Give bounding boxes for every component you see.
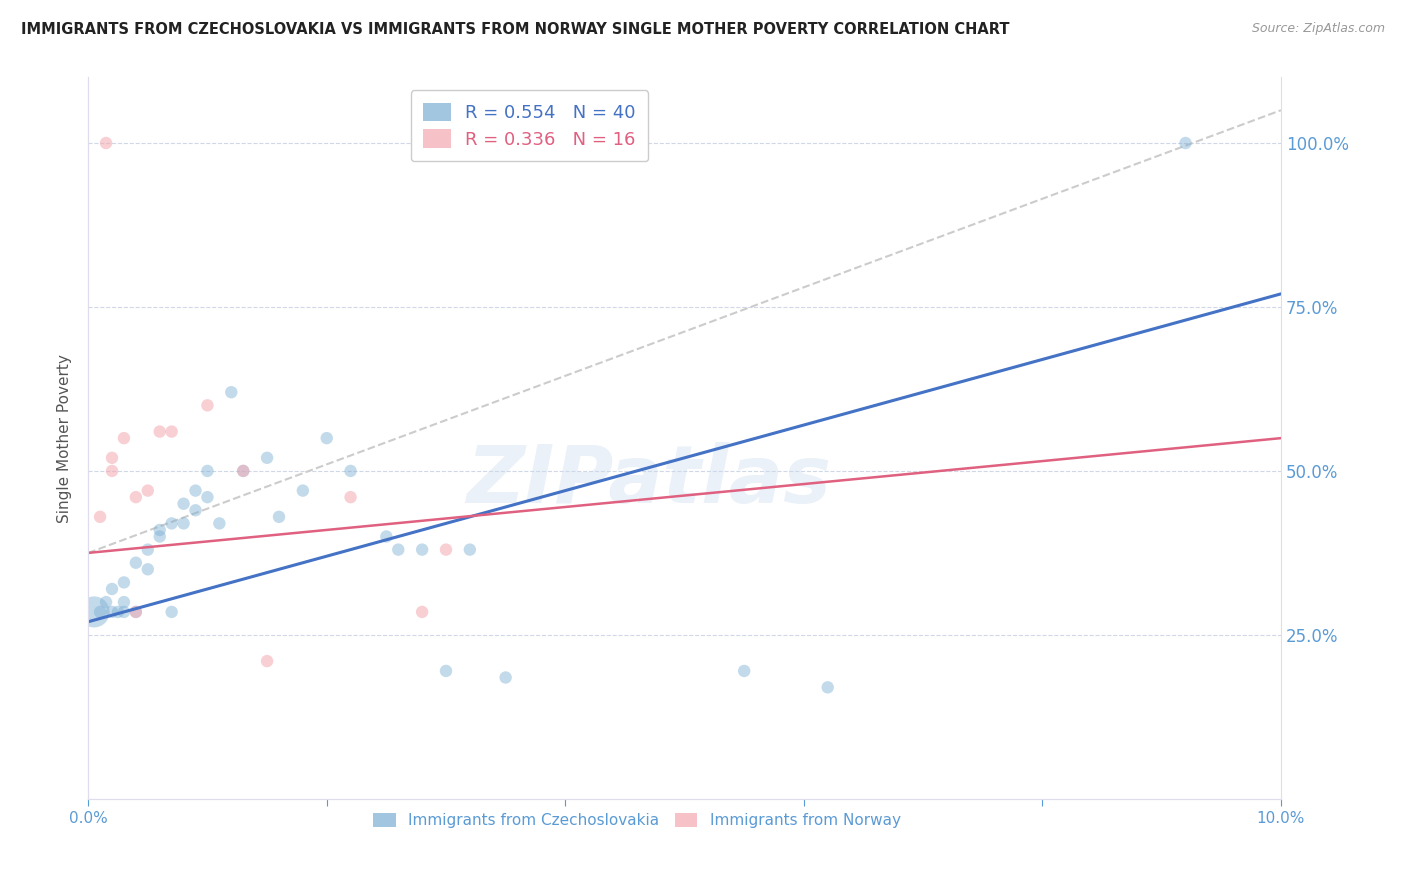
Text: ZIPatlas: ZIPatlas — [467, 442, 831, 520]
Point — [495, 671, 517, 685]
Point — [339, 490, 361, 504]
Point — [160, 516, 183, 531]
Point — [339, 464, 361, 478]
Point — [107, 605, 129, 619]
Point — [149, 425, 172, 439]
Point — [387, 542, 409, 557]
Point — [434, 664, 457, 678]
Point — [375, 529, 398, 543]
Point — [149, 523, 172, 537]
Point — [315, 431, 337, 445]
Point — [291, 483, 314, 498]
Text: IMMIGRANTS FROM CZECHOSLOVAKIA VS IMMIGRANTS FROM NORWAY SINGLE MOTHER POVERTY C: IMMIGRANTS FROM CZECHOSLOVAKIA VS IMMIGR… — [21, 22, 1010, 37]
Point — [184, 483, 207, 498]
Point — [101, 582, 124, 596]
Point — [232, 464, 254, 478]
Text: Source: ZipAtlas.com: Source: ZipAtlas.com — [1251, 22, 1385, 36]
Point — [208, 516, 231, 531]
Point — [125, 605, 148, 619]
Point — [458, 542, 481, 557]
Point — [112, 575, 135, 590]
Point — [197, 398, 219, 412]
Point — [411, 542, 433, 557]
Y-axis label: Single Mother Poverty: Single Mother Poverty — [58, 354, 72, 523]
Point — [83, 605, 105, 619]
Point — [94, 595, 117, 609]
Point — [232, 464, 254, 478]
Point — [1174, 136, 1197, 150]
Point — [149, 529, 172, 543]
Point — [434, 542, 457, 557]
Point — [256, 654, 278, 668]
Point — [411, 605, 433, 619]
Point — [197, 490, 219, 504]
Point — [136, 542, 159, 557]
Point — [125, 605, 148, 619]
Point — [197, 464, 219, 478]
Point — [101, 464, 124, 478]
Legend: Immigrants from Czechoslovakia, Immigrants from Norway: Immigrants from Czechoslovakia, Immigran… — [367, 807, 907, 835]
Point — [112, 595, 135, 609]
Point — [101, 450, 124, 465]
Point — [173, 497, 195, 511]
Point — [160, 425, 183, 439]
Point — [112, 605, 135, 619]
Point — [89, 509, 111, 524]
Point — [136, 562, 159, 576]
Point — [125, 490, 148, 504]
Point — [101, 605, 124, 619]
Point — [184, 503, 207, 517]
Point — [125, 556, 148, 570]
Point — [94, 136, 117, 150]
Point — [136, 483, 159, 498]
Point — [221, 385, 243, 400]
Point — [173, 516, 195, 531]
Point — [817, 681, 839, 695]
Point — [267, 509, 290, 524]
Point — [733, 664, 755, 678]
Point — [112, 431, 135, 445]
Point — [89, 605, 111, 619]
Point — [256, 450, 278, 465]
Point — [160, 605, 183, 619]
